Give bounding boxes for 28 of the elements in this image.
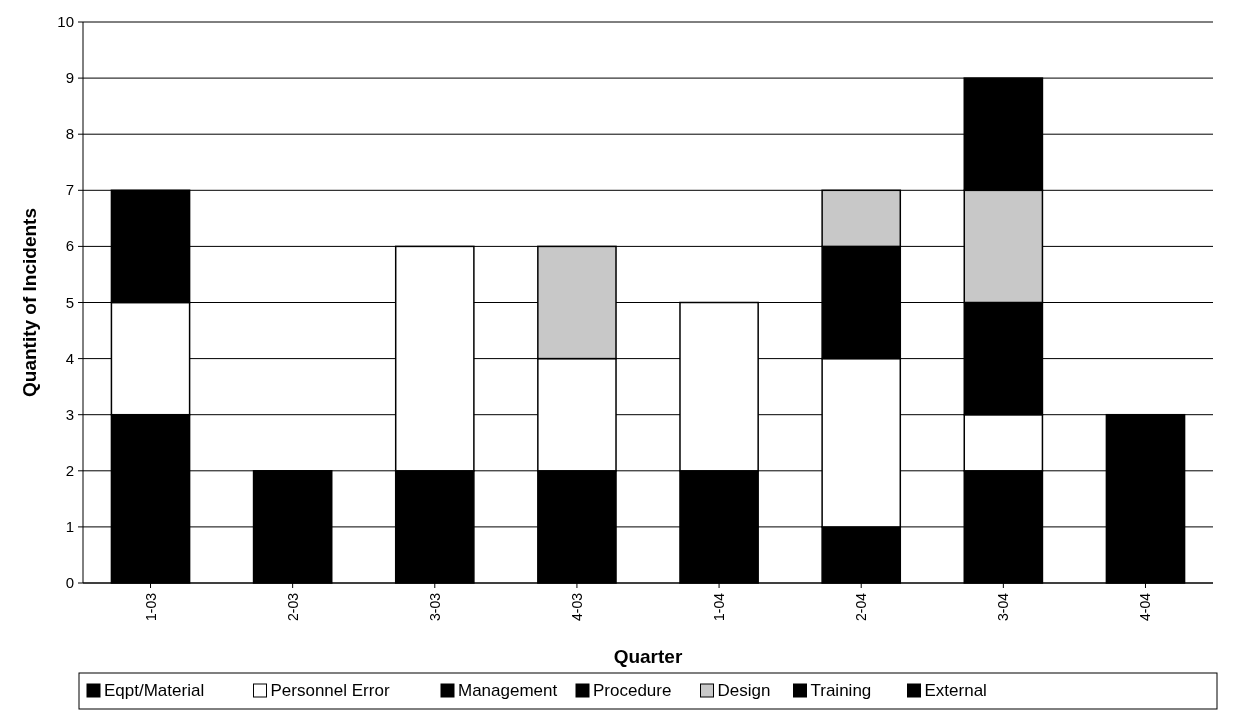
x-tick-label: 2-03 [284, 592, 301, 622]
x-tick-label: 1-03 [142, 592, 159, 622]
legend-label: Training [810, 681, 872, 700]
x-tick-label: 4-03 [568, 592, 585, 622]
legend-label: Design [717, 681, 771, 700]
x-axis-title: Quarter [613, 646, 683, 667]
y-tick-label: 8 [65, 125, 74, 143]
x-tick-label: 2-04 [853, 592, 870, 622]
legend-label: Management [458, 681, 558, 700]
y-tick-label: 9 [65, 69, 74, 87]
legend-label: External [924, 681, 987, 700]
y-axis-title: Quantity of Incidents [19, 208, 40, 397]
x-tick-label: 4-04 [1137, 592, 1154, 622]
x-tick-label: 1-04 [711, 592, 728, 622]
x-tick-label: 3-04 [995, 592, 1012, 622]
y-tick-label: 6 [65, 237, 74, 255]
y-tick-label: 5 [65, 293, 74, 311]
y-tick-label: 3 [65, 405, 74, 423]
y-tick-label: 0 [65, 574, 74, 591]
x-tick-label: 3-03 [426, 592, 443, 622]
y-tick-label: 2 [65, 461, 74, 479]
y-tick-label: 4 [65, 349, 74, 367]
legend-label: Eqpt/Material [104, 681, 205, 700]
y-tick-label: 10 [57, 13, 74, 30]
legend-label: Personnel Error [270, 681, 390, 700]
legend-label: Procedure [593, 681, 672, 700]
y-tick-label: 1 [65, 517, 74, 535]
y-tick-label: 7 [65, 181, 74, 199]
